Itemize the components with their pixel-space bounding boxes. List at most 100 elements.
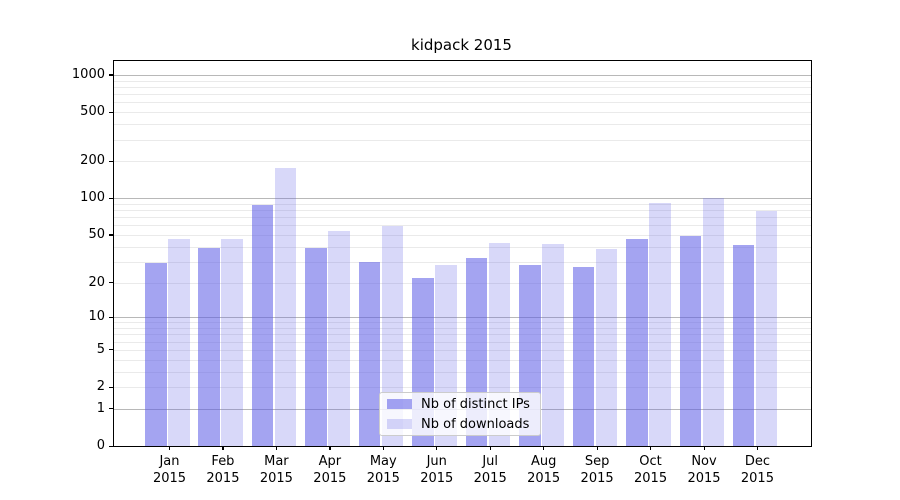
y-tick (109, 197, 113, 199)
x-tick (382, 446, 384, 450)
y-tick-label: 0 (96, 438, 105, 453)
bar-downloads (702, 197, 724, 446)
gridline-minor (114, 124, 811, 126)
bar-downloads (274, 168, 297, 446)
y-tick-label: 1 (96, 400, 105, 416)
bar-distinct-ips (679, 235, 701, 446)
y-tick-label: 500 (80, 104, 105, 120)
x-tick (703, 446, 705, 450)
bar-downloads (328, 230, 350, 446)
x-tick-label: Nov 2015 (687, 454, 721, 486)
x-tick (169, 446, 171, 450)
bar-downloads (381, 226, 404, 446)
gridline-minor (114, 359, 811, 361)
y-tick-label: 20 (88, 274, 105, 290)
gridline-minor (114, 282, 811, 284)
bar-downloads (755, 210, 778, 446)
bar-distinct-ips (198, 247, 220, 446)
bar-downloads (595, 249, 618, 446)
y-tick (109, 111, 113, 113)
gridline-major (114, 317, 811, 319)
x-tick-label: Jun 2015 (420, 454, 454, 486)
plot-area: 0 1 2 5 10 20 50 100 200 500 1000 Jan 2015 Feb 2015 M… (72, 60, 812, 486)
gridline-minor (114, 203, 811, 205)
x-tick-label: Jul 2015 (473, 454, 507, 486)
gridline-minor (114, 102, 811, 104)
bar-downloads (542, 244, 564, 446)
gridline-major (114, 198, 811, 200)
bar-distinct-ips (626, 239, 648, 446)
x-tick (543, 446, 545, 450)
bar-downloads (649, 202, 671, 446)
legend-row-downloads: Nb of downloads (387, 417, 534, 432)
bar-distinct-ips (358, 261, 381, 446)
y-tick (109, 408, 113, 410)
gridline-major (114, 74, 811, 76)
gridline-minor (114, 246, 811, 248)
x-tick-label: Jan 2015 (152, 454, 187, 486)
x-tick-label: Apr 2015 (313, 454, 347, 486)
y-tick (109, 282, 113, 284)
x-tick (756, 446, 759, 450)
chart-title: kidpack 2015 (411, 36, 512, 54)
x-tick-label: Feb 2015 (206, 454, 240, 486)
bar-distinct-ips (732, 245, 755, 446)
gridline-minor (114, 86, 811, 88)
x-tick (596, 446, 598, 450)
legend-row-distinct-ips: Nb of distinct IPs (387, 397, 534, 412)
y-tick (109, 316, 113, 318)
y-tick-label: 2 (96, 379, 105, 394)
legend-label-downloads: Nb of downloads (421, 416, 530, 432)
y-tick-label: 1000 (71, 66, 105, 82)
legend-swatch-downloads (387, 419, 412, 429)
x-tick (222, 446, 224, 450)
gridline-minor (114, 328, 811, 329)
y-tick (109, 74, 113, 76)
bar-distinct-ips (572, 267, 595, 446)
gridline-minor (114, 94, 811, 96)
x-tick-label: May 2015 (366, 454, 400, 486)
y-tick (109, 160, 113, 162)
gridline-minor (114, 349, 811, 351)
x-tick (489, 446, 491, 450)
x-tick-label: Aug 2015 (527, 454, 561, 486)
y-tick-label: 50 (88, 226, 105, 242)
x-tick (329, 446, 331, 450)
bar-distinct-ips (305, 247, 327, 446)
y-tick-label: 10 (88, 309, 105, 325)
bar-distinct-ips (251, 204, 274, 446)
x-tick-label: Oct 2015 (634, 454, 668, 486)
legend: Nb of distinct IPs Nb of downloads (379, 392, 541, 436)
gridline-minor (114, 161, 811, 163)
y-tick (109, 349, 113, 351)
y-tick-label: 5 (96, 341, 105, 357)
y-tick (109, 445, 113, 447)
bar-downloads (221, 239, 243, 446)
y-tick-label: 100 (80, 190, 105, 206)
y-tick (109, 386, 113, 388)
x-tick (650, 446, 652, 450)
bar-distinct-ips (145, 263, 167, 446)
x-tick-label: Sep 2015 (580, 454, 614, 486)
gridline-minor (114, 322, 811, 324)
bar-downloads (168, 239, 190, 446)
gridline-minor (114, 387, 811, 388)
gridline-minor (114, 341, 811, 343)
y-tick-label: 200 (80, 153, 105, 169)
gridline-minor (114, 139, 811, 141)
gridline-minor (114, 225, 811, 227)
gridline-minor (114, 80, 811, 82)
x-tick-label: Mar 2015 (259, 454, 293, 486)
gridline-minor (114, 217, 811, 219)
legend-label-distinct-ips: Nb of distinct IPs (421, 396, 530, 412)
gridline-minor (114, 261, 811, 263)
gridline-minor (114, 334, 811, 336)
x-tick (436, 446, 438, 450)
gridline-minor (114, 234, 811, 236)
x-tick (275, 446, 278, 450)
y-tick (109, 234, 113, 236)
gridline-minor (114, 210, 811, 212)
legend-swatch-distinct-ips (387, 399, 412, 409)
gridline-minor (114, 371, 811, 373)
